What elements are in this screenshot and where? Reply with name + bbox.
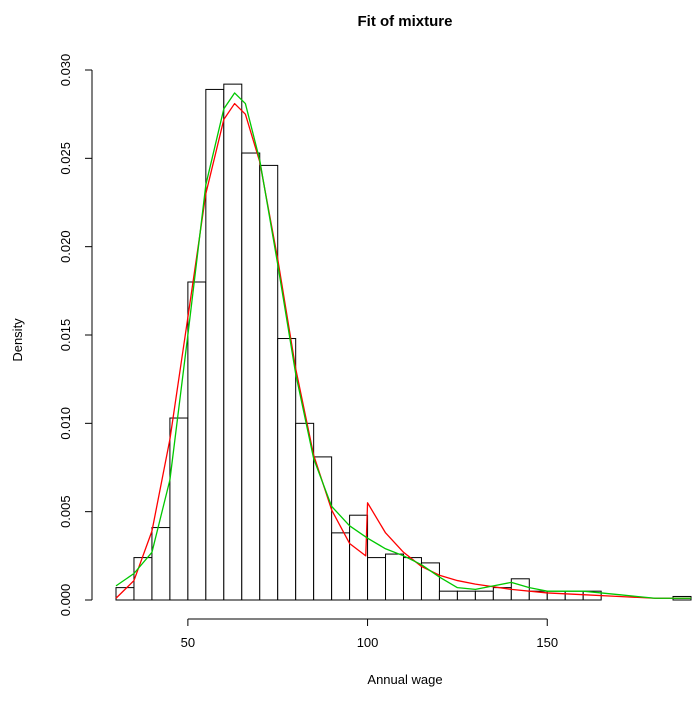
histogram-bar xyxy=(313,456,333,601)
histogram-bar xyxy=(564,590,584,601)
histogram-bar xyxy=(331,532,351,601)
histogram-bar xyxy=(295,422,315,601)
histogram-bar xyxy=(277,338,297,601)
y-tick-label: 0.025 xyxy=(58,142,73,175)
y-tick-label: 0.005 xyxy=(58,495,73,528)
y-axis: 0.000 0.005 0.010 0.015 0.020 0.025 0.030 xyxy=(58,54,93,617)
histogram-bar xyxy=(474,590,494,601)
green-density-curve xyxy=(115,92,691,599)
histogram-bar xyxy=(151,527,171,601)
histogram-bar xyxy=(385,553,404,601)
x-axis: 50 100 150 xyxy=(181,618,558,650)
y-axis-label: Density xyxy=(10,318,25,362)
histogram-bar xyxy=(420,562,440,601)
x-axis-label: Annual wage xyxy=(367,672,442,687)
y-tick-label: 0.030 xyxy=(58,54,73,87)
histogram-bar xyxy=(456,590,476,601)
histogram-bar xyxy=(187,281,207,601)
chart-title: Fit of mixture xyxy=(357,13,452,30)
histogram-bar xyxy=(438,590,458,601)
histogram-bar xyxy=(223,83,243,601)
density-curves xyxy=(115,92,691,599)
histogram-bar xyxy=(367,557,387,601)
histogram-bar xyxy=(169,417,189,601)
histogram-bar xyxy=(133,557,153,601)
x-tick-label: 150 xyxy=(536,635,558,650)
y-tick-label: 0.000 xyxy=(58,584,73,617)
histogram-bar xyxy=(259,164,279,601)
x-tick-label: 50 xyxy=(181,635,195,650)
histogram-bars xyxy=(115,83,692,601)
histogram-bar xyxy=(241,152,261,601)
y-tick-label: 0.015 xyxy=(58,319,73,352)
y-tick-label: 0.010 xyxy=(58,407,73,440)
histogram-bar xyxy=(205,88,225,601)
y-tick-label: 0.020 xyxy=(58,230,73,263)
x-tick-label: 100 xyxy=(357,635,379,650)
